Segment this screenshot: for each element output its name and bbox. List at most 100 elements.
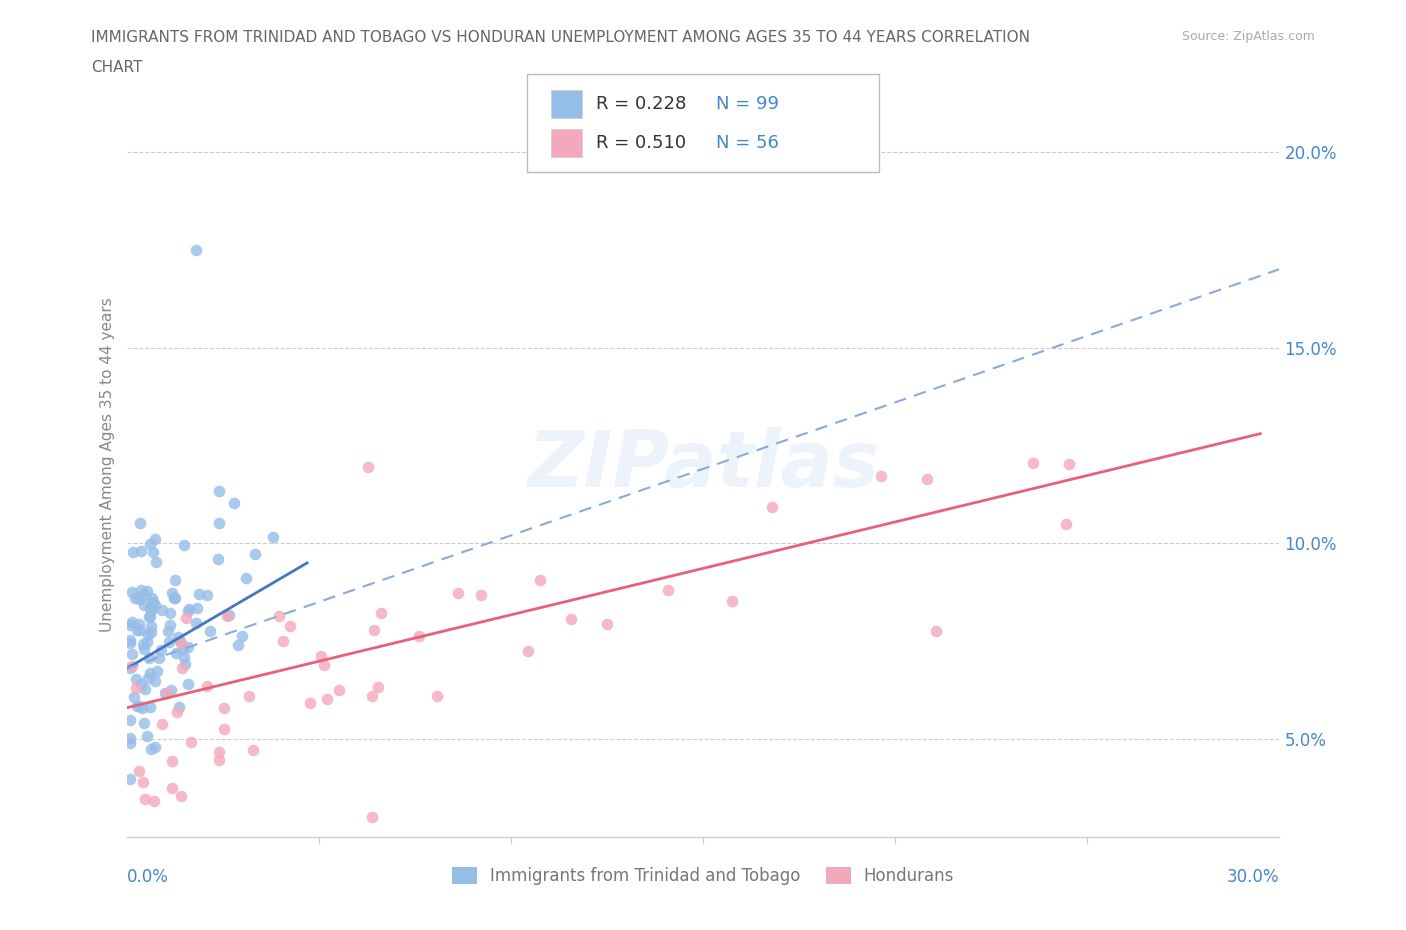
Y-axis label: Unemployment Among Ages 35 to 44 years: Unemployment Among Ages 35 to 44 years bbox=[100, 298, 115, 632]
Point bbox=[231, 629, 253, 644]
Point bbox=[139, 618, 162, 633]
Point bbox=[148, 651, 170, 666]
Point bbox=[128, 515, 150, 530]
Point bbox=[1057, 457, 1080, 472]
Point bbox=[143, 598, 166, 613]
Point bbox=[125, 622, 148, 637]
Point bbox=[208, 484, 231, 498]
Point bbox=[142, 544, 165, 559]
Point bbox=[120, 772, 142, 787]
Point bbox=[195, 587, 218, 602]
Point bbox=[309, 649, 332, 664]
Point bbox=[218, 607, 240, 622]
Point bbox=[426, 689, 449, 704]
Point bbox=[138, 610, 160, 625]
Point bbox=[150, 603, 173, 618]
Point bbox=[122, 690, 145, 705]
Text: N = 56: N = 56 bbox=[716, 134, 779, 152]
Point bbox=[361, 688, 384, 703]
Point bbox=[120, 660, 142, 675]
Point bbox=[129, 544, 152, 559]
Point bbox=[238, 689, 260, 704]
Point bbox=[408, 628, 430, 643]
Point bbox=[136, 728, 159, 743]
Point bbox=[657, 583, 679, 598]
Point bbox=[367, 679, 389, 694]
Text: R = 0.228: R = 0.228 bbox=[596, 95, 686, 113]
Point bbox=[128, 698, 150, 713]
Point bbox=[167, 699, 190, 714]
Point bbox=[1054, 516, 1077, 531]
Point bbox=[215, 609, 238, 624]
Text: Source: ZipAtlas.com: Source: ZipAtlas.com bbox=[1181, 30, 1315, 43]
Point bbox=[138, 600, 160, 615]
Point bbox=[280, 618, 302, 633]
Point bbox=[870, 468, 893, 483]
Point bbox=[169, 633, 191, 648]
Point bbox=[315, 691, 337, 706]
Point bbox=[122, 545, 145, 560]
Point bbox=[360, 810, 382, 825]
Point bbox=[125, 699, 148, 714]
Point bbox=[176, 611, 198, 626]
Point bbox=[121, 646, 143, 661]
Point bbox=[173, 657, 195, 671]
Point bbox=[163, 591, 186, 605]
Point bbox=[167, 630, 190, 644]
Point bbox=[136, 584, 159, 599]
Text: R = 0.510: R = 0.510 bbox=[596, 134, 686, 152]
Point bbox=[146, 663, 169, 678]
Point bbox=[143, 740, 166, 755]
Point bbox=[212, 700, 235, 715]
Point bbox=[207, 551, 229, 566]
Point bbox=[177, 677, 200, 692]
Point bbox=[143, 531, 166, 546]
Point bbox=[159, 618, 181, 632]
Point bbox=[173, 538, 195, 552]
Text: 0.0%: 0.0% bbox=[127, 868, 169, 886]
Point bbox=[470, 587, 492, 602]
Point bbox=[138, 650, 160, 665]
Point bbox=[925, 623, 948, 638]
Point bbox=[162, 585, 184, 600]
Point bbox=[166, 704, 188, 719]
Point bbox=[125, 681, 148, 696]
Point bbox=[120, 730, 142, 745]
Point bbox=[159, 682, 181, 697]
Point bbox=[134, 791, 156, 806]
Point bbox=[132, 642, 155, 657]
Point bbox=[134, 715, 156, 730]
Point bbox=[139, 700, 162, 715]
Point bbox=[131, 775, 153, 790]
Point bbox=[160, 781, 183, 796]
Point bbox=[188, 587, 211, 602]
Point bbox=[184, 242, 207, 257]
Point bbox=[138, 665, 160, 680]
Point bbox=[208, 516, 231, 531]
Point bbox=[242, 743, 264, 758]
Point bbox=[180, 735, 202, 750]
Point bbox=[159, 605, 181, 620]
Point bbox=[124, 591, 146, 605]
Point bbox=[155, 685, 177, 700]
Text: N = 99: N = 99 bbox=[716, 95, 779, 113]
Point bbox=[120, 712, 142, 727]
Point bbox=[170, 660, 193, 675]
Point bbox=[262, 529, 284, 544]
Point bbox=[128, 764, 150, 778]
Point bbox=[120, 632, 142, 647]
Text: ZIPatlas: ZIPatlas bbox=[527, 427, 879, 503]
Point bbox=[245, 547, 267, 562]
Point bbox=[267, 609, 290, 624]
Point bbox=[1022, 456, 1045, 471]
Point bbox=[141, 603, 163, 618]
Point bbox=[177, 604, 200, 618]
Point bbox=[208, 752, 231, 767]
Point bbox=[145, 554, 167, 569]
Point bbox=[132, 587, 155, 602]
Point bbox=[134, 597, 156, 612]
Point bbox=[179, 602, 201, 617]
Point bbox=[915, 472, 938, 486]
Point bbox=[150, 642, 173, 657]
Point bbox=[150, 717, 173, 732]
